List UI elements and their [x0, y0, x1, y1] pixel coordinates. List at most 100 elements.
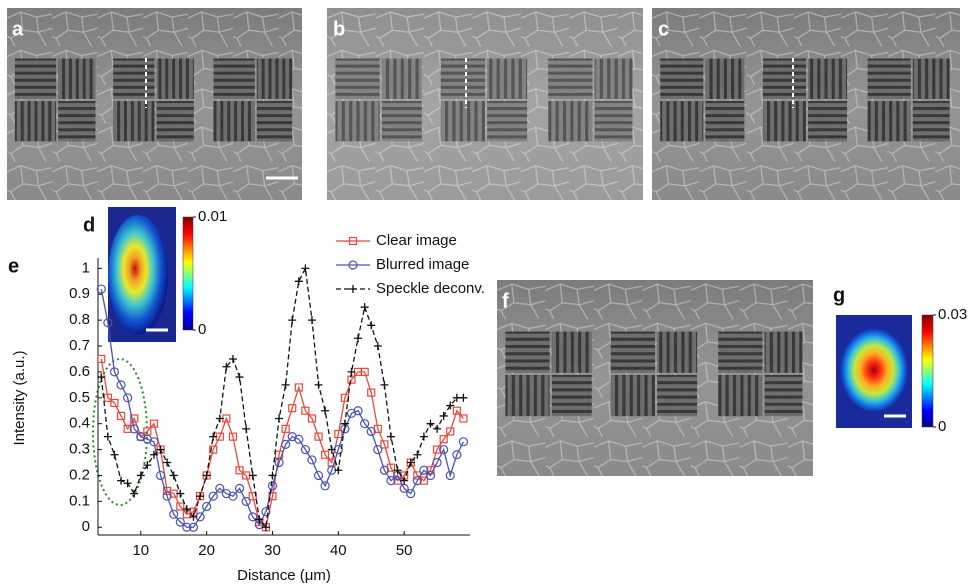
- colorbar-tick-label: 0: [938, 418, 946, 435]
- marker: [367, 388, 376, 397]
- marker: [268, 471, 277, 480]
- colorbar: [921, 314, 934, 428]
- panel-label: a: [12, 18, 24, 40]
- legend-label: Speckle deconv.: [376, 280, 485, 297]
- marker: [129, 424, 139, 434]
- microscopy-images: [7, 8, 960, 476]
- marker: [386, 476, 396, 486]
- marker: [149, 437, 159, 447]
- marker: [130, 489, 139, 498]
- marker: [261, 523, 270, 532]
- marker: [169, 509, 179, 519]
- marker: [116, 411, 126, 421]
- marker: [228, 491, 238, 501]
- marker: [208, 491, 218, 501]
- colorbar-tick-label: 0: [198, 321, 206, 338]
- marker: [321, 450, 330, 459]
- marker: [288, 404, 297, 413]
- marker: [307, 414, 317, 423]
- marker: [281, 439, 291, 449]
- marker: [110, 450, 119, 459]
- marker: [248, 512, 258, 522]
- marker: [367, 321, 376, 330]
- marker: [235, 373, 244, 382]
- marker: [103, 318, 113, 328]
- x-axis-label: Distance (μm): [237, 567, 331, 584]
- marker: [162, 491, 172, 501]
- legend-label: Clear image: [376, 232, 457, 249]
- marker: [393, 466, 402, 475]
- panel-label: e: [8, 255, 19, 277]
- marker: [334, 466, 343, 475]
- legend-marker: [349, 285, 357, 293]
- marker: [426, 466, 435, 475]
- marker: [354, 334, 363, 343]
- series: [97, 264, 468, 532]
- marker: [419, 465, 429, 475]
- marker: [446, 401, 455, 410]
- marker: [301, 406, 310, 415]
- marker: [425, 470, 436, 481]
- panel-label: c: [658, 18, 669, 40]
- marker: [103, 432, 112, 441]
- image-a: [7, 8, 302, 200]
- marker: [426, 419, 435, 428]
- marker: [235, 466, 244, 475]
- y-tick-label: 0: [82, 518, 90, 535]
- marker: [267, 481, 278, 491]
- marker: [294, 277, 303, 286]
- marker: [366, 426, 376, 437]
- marker: [334, 429, 343, 439]
- psf-spot: [840, 328, 908, 412]
- marker: [301, 264, 310, 273]
- marker: [281, 380, 290, 389]
- marker: [439, 444, 449, 455]
- marker: [123, 393, 133, 403]
- marker: [97, 354, 106, 364]
- marker: [136, 471, 145, 480]
- y-tick-label: 0.5: [69, 389, 90, 406]
- marker: [314, 432, 323, 441]
- marker: [248, 471, 257, 480]
- marker: [234, 483, 245, 494]
- x-tick-label: 30: [264, 542, 281, 559]
- marker: [294, 434, 304, 444]
- marker: [459, 393, 468, 402]
- panel-label: b: [333, 18, 345, 40]
- marker: [321, 406, 330, 415]
- marker: [307, 316, 316, 325]
- marker: [202, 471, 211, 480]
- marker: [163, 458, 172, 467]
- colorbar-tick-label: 0.01: [198, 208, 227, 225]
- y-tick-label: 0.2: [69, 466, 90, 483]
- colorbar-tick-label: 0.03: [938, 306, 967, 323]
- marker: [314, 380, 323, 389]
- marker: [209, 445, 218, 454]
- y-tick-label: 0.8: [69, 311, 90, 328]
- marker: [255, 515, 264, 524]
- marker: [380, 380, 389, 389]
- marker: [412, 476, 422, 486]
- marker: [386, 432, 395, 441]
- marker: [182, 505, 191, 514]
- marker: [445, 470, 455, 481]
- marker: [268, 492, 277, 501]
- marker: [149, 450, 158, 459]
- marker: [123, 424, 132, 433]
- marker: [373, 444, 383, 455]
- marker: [123, 479, 132, 488]
- marker: [196, 492, 205, 501]
- marker: [155, 470, 166, 481]
- marker: [360, 419, 370, 429]
- marker: [288, 316, 297, 325]
- marker: [241, 496, 251, 506]
- x-tick-label: 40: [330, 542, 347, 559]
- y-axis-label: Intensity (a.u.): [11, 350, 28, 445]
- marker: [109, 367, 120, 377]
- y-tick-label: 1: [82, 259, 90, 276]
- marker: [281, 424, 290, 433]
- marker: [242, 424, 251, 433]
- marker: [347, 367, 356, 376]
- marker: [169, 471, 178, 480]
- y-tick-label: 0.1: [69, 492, 90, 509]
